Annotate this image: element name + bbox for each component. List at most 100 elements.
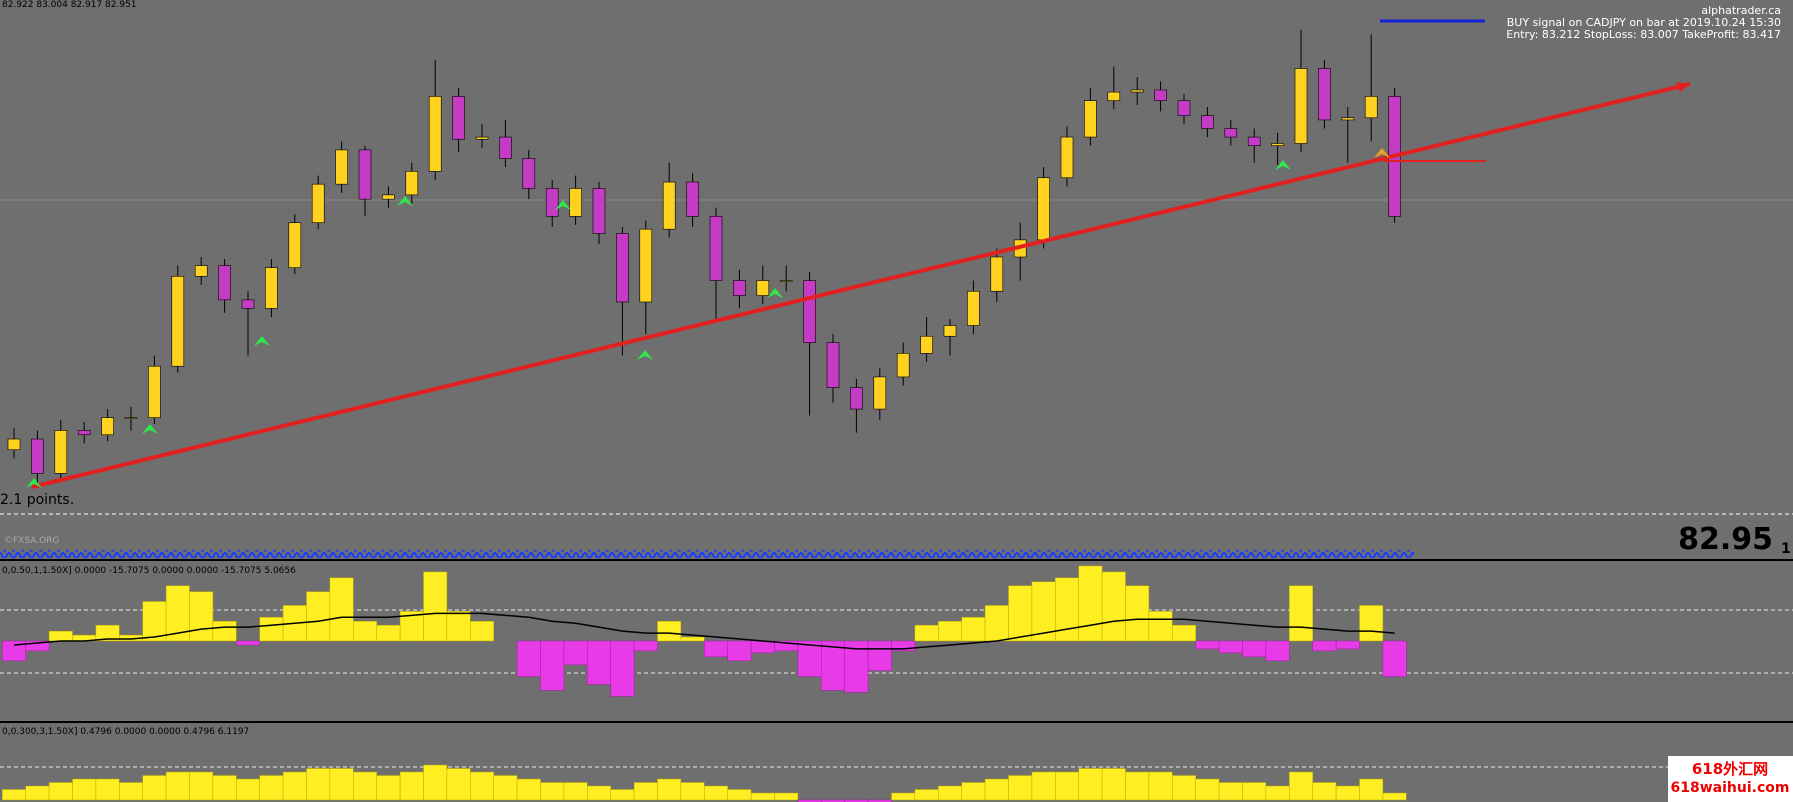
candle-body — [1060, 136, 1074, 179]
histogram-bar — [493, 775, 518, 801]
histogram-bar — [704, 785, 728, 801]
candle-body — [1364, 96, 1378, 119]
histogram-bar — [1382, 792, 1407, 801]
histogram-bar — [1101, 571, 1126, 642]
signal-line — [13, 612, 1395, 650]
histogram-bar — [587, 640, 611, 685]
histogram-bar — [633, 782, 658, 801]
histogram-bar — [516, 640, 541, 677]
candle-body — [1130, 89, 1144, 93]
histogram-bar — [446, 611, 471, 642]
histogram-bar — [95, 624, 120, 642]
histogram-bar — [914, 624, 939, 642]
histogram-bar — [610, 789, 635, 801]
histogram-bar — [657, 778, 682, 801]
candle-body — [265, 267, 278, 309]
histogram-bar — [376, 775, 401, 801]
candle-body — [31, 438, 44, 474]
histogram-bar — [797, 799, 822, 802]
histogram-bar — [1148, 611, 1173, 642]
candle-body — [1037, 177, 1050, 241]
candle-body — [686, 181, 699, 217]
histogram-bar — [212, 775, 237, 801]
histogram-bar — [165, 771, 190, 801]
candle-body — [779, 280, 793, 282]
histogram-bar — [212, 621, 237, 642]
histogram-bar — [704, 640, 728, 658]
buy-arrow — [767, 288, 783, 298]
indicator-panel — [2, 764, 1407, 802]
candle-body — [124, 417, 138, 419]
candle-body — [358, 149, 372, 200]
candle-body — [77, 430, 91, 436]
histogram-bar — [25, 640, 50, 652]
candle-body — [218, 265, 231, 301]
buy-arrow — [142, 424, 158, 434]
points-label: 2.1 points. — [0, 492, 74, 508]
candle-body — [499, 136, 512, 159]
histogram-bar — [1312, 640, 1337, 652]
histogram-bar — [563, 640, 588, 665]
histogram-bar — [1265, 785, 1290, 801]
indicator-panel — [2, 565, 1407, 697]
histogram-bar — [1055, 771, 1079, 801]
histogram-bar — [1382, 640, 1407, 677]
candle-body — [54, 430, 68, 474]
candle-body — [592, 188, 606, 234]
panel-header: 0,0.50,1,1.50X] 0.0000 -15.7075 0.0000 0… — [2, 566, 296, 576]
signal-message: BUY signal on CADJPY on bar at 2019.10.2… — [1507, 16, 1781, 29]
panel-header: 0,0.300,3,1.50X] 0.4796 0.0000 0.0000 0.… — [2, 727, 249, 737]
histogram-bar — [1125, 771, 1150, 801]
histogram-bar — [119, 782, 143, 801]
histogram-bar — [48, 630, 73, 642]
candle-body — [1084, 100, 1097, 138]
ohlc-header: 82.922 83.004 82.917 82.951 — [2, 0, 137, 10]
histogram-bar — [72, 778, 97, 801]
histogram-bar — [142, 775, 167, 801]
buy-arrow — [1374, 148, 1390, 158]
candle-body — [1107, 91, 1121, 101]
histogram-bar — [236, 778, 260, 801]
candle-body — [148, 365, 161, 418]
histogram-bar — [750, 792, 775, 801]
candle-body — [475, 136, 489, 140]
histogram-bar — [1359, 778, 1384, 801]
histogram-bar — [657, 621, 682, 642]
trend-arrow — [1676, 82, 1690, 92]
candle-body — [1341, 117, 1355, 121]
histogram-bar — [1008, 585, 1033, 642]
candle-body — [896, 353, 910, 378]
histogram-bar — [727, 789, 752, 801]
histogram-bar — [1312, 782, 1337, 801]
histogram-bar — [844, 799, 869, 802]
candle-body — [1154, 89, 1167, 101]
histogram-bar — [189, 591, 214, 642]
candle-body — [990, 256, 1004, 292]
histogram-bar — [1125, 585, 1150, 642]
buy-arrow — [397, 196, 413, 206]
price-suffix: 1 — [1781, 541, 1791, 557]
candle-body — [662, 181, 676, 230]
candle-body — [803, 280, 816, 343]
histogram-bar — [1055, 577, 1079, 642]
histogram-bar — [867, 640, 892, 671]
candle-body — [1201, 115, 1214, 129]
candle-body — [967, 290, 980, 326]
histogram-bar — [446, 768, 471, 801]
histogram-bar — [1335, 640, 1360, 650]
candle-body — [171, 275, 185, 367]
histogram-bar — [1242, 782, 1267, 801]
watermark-box — [1668, 756, 1793, 802]
histogram-bar — [1172, 775, 1196, 801]
buy-arrow — [637, 350, 653, 360]
histogram-bar — [1335, 785, 1360, 801]
histogram-bar — [587, 785, 611, 801]
buy-arrow — [555, 200, 571, 210]
candle-body — [709, 216, 723, 281]
candle-body — [311, 183, 325, 224]
candle-body — [1177, 100, 1191, 116]
histogram-bar — [282, 771, 307, 801]
candle-body — [920, 335, 933, 354]
histogram-bar — [95, 778, 120, 801]
